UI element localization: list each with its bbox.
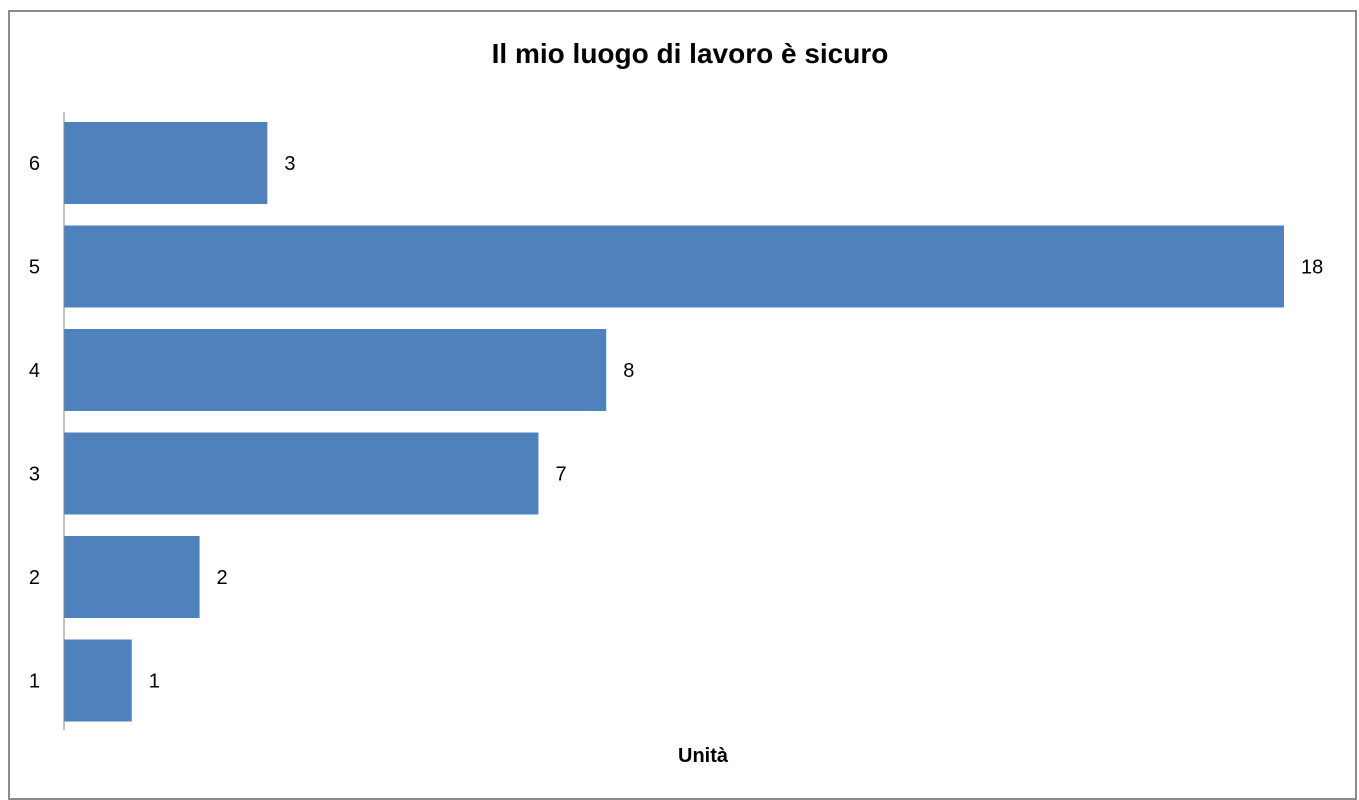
data-label-2: 2 [217, 567, 228, 589]
y-tick-label-5: 5 [29, 257, 40, 279]
y-tick-label-3: 3 [29, 464, 40, 486]
bar-4 [64, 329, 607, 411]
data-label-3: 7 [555, 464, 566, 486]
data-label-4: 8 [623, 360, 634, 382]
bar-2 [64, 536, 200, 618]
data-label-1: 1 [149, 671, 160, 693]
y-tick-label-1: 1 [29, 671, 40, 693]
bar-1 [64, 639, 132, 722]
data-label-5: 18 [1301, 257, 1323, 279]
bar-5 [64, 225, 1284, 308]
data-label-6: 3 [284, 153, 295, 175]
bar-3 [64, 432, 539, 515]
y-tick-labels: 1 2 3 4 5 6 [29, 153, 40, 693]
bar-6 [64, 122, 268, 204]
x-axis-title: Unità [678, 745, 729, 767]
y-tick-label-6: 6 [29, 153, 40, 175]
y-tick-label-2: 2 [29, 567, 40, 589]
bars-group [64, 122, 1284, 722]
y-tick-label-4: 4 [29, 360, 40, 382]
data-labels: 1 2 7 8 18 3 [149, 153, 1323, 693]
chart-title: Il mio luogo di lavoro è sicuro [491, 38, 889, 69]
